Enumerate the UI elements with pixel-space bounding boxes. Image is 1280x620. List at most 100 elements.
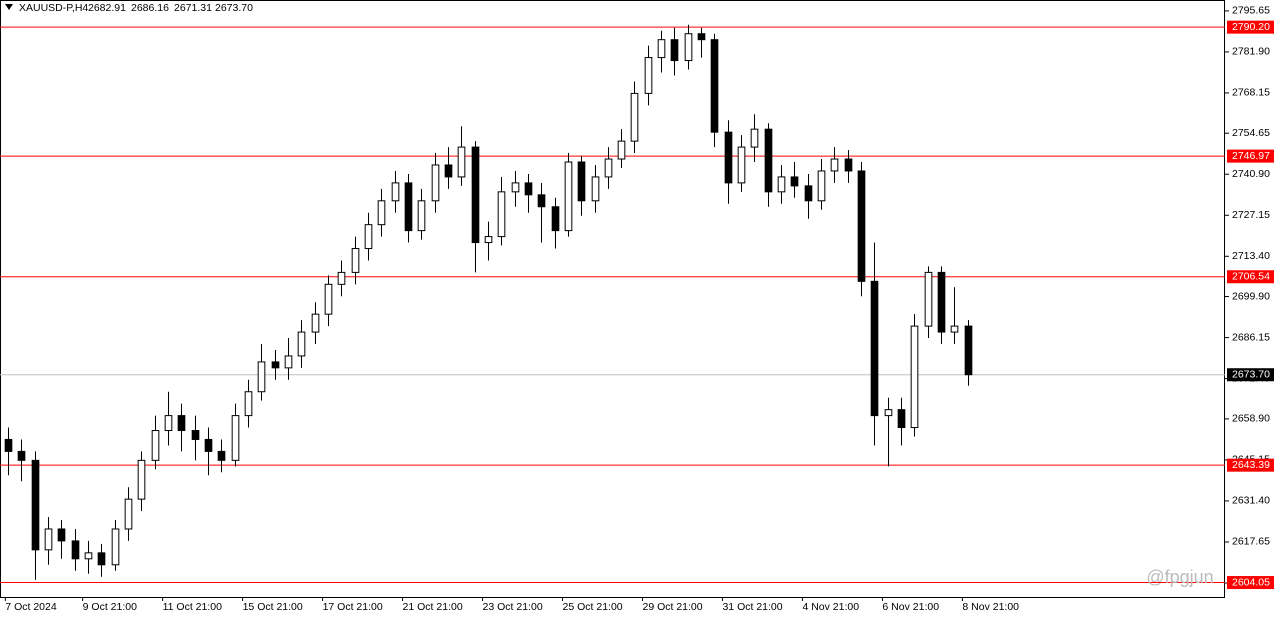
candle-body <box>44 528 53 551</box>
x-tick-label: 29 Oct 21:00 <box>642 601 702 613</box>
candle-body <box>137 459 146 500</box>
quote-open: 2682.91 <box>88 2 126 14</box>
candle-body <box>964 325 973 376</box>
current-price-label: 2673.70 <box>1232 369 1270 381</box>
candle-body <box>217 450 226 461</box>
candle-body <box>670 39 679 62</box>
candle-body <box>870 280 879 417</box>
candle-body <box>271 361 280 369</box>
level-label: 2643.39 <box>1232 459 1270 471</box>
candle-body <box>164 415 173 432</box>
quote-close: 2673.70 <box>215 2 253 14</box>
candle-body <box>630 92 639 142</box>
candle-body <box>97 552 106 566</box>
current-price-box <box>1227 368 1274 382</box>
symbol: XAUUSD-P,H4 <box>19 2 88 14</box>
candle-body <box>17 450 26 461</box>
candle-body <box>111 528 120 566</box>
level-label-box <box>1227 149 1274 163</box>
candle-body <box>324 283 333 315</box>
candle-body <box>830 158 839 172</box>
x-tick-label: 4 Nov 21:00 <box>802 601 859 613</box>
candle-body <box>337 271 346 285</box>
candle-body <box>950 325 959 333</box>
candle-body <box>404 182 413 232</box>
x-tick-label: 7 Oct 2024 <box>5 601 57 613</box>
candle-body <box>657 39 666 59</box>
candle-body <box>710 39 719 133</box>
candle-body <box>684 33 693 62</box>
candle-body <box>924 271 933 327</box>
candle-body <box>351 248 360 273</box>
level-label: 2706.54 <box>1232 271 1270 283</box>
y-tick-label: 2754.65 <box>1232 127 1270 139</box>
candle-body <box>4 438 13 452</box>
candle-body <box>497 191 506 238</box>
x-tick-label: 11 Oct 21:00 <box>163 601 223 613</box>
level-label-box <box>1227 270 1274 284</box>
x-tick-label: 15 Oct 21:00 <box>243 601 303 613</box>
x-tick-label: 17 Oct 21:00 <box>323 601 383 613</box>
y-tick-label: 2740.90 <box>1232 168 1270 180</box>
x-tick-label: 9 Oct 21:00 <box>83 601 137 613</box>
candle-body <box>817 170 826 202</box>
candle-body <box>697 33 706 41</box>
y-tick-label: 2768.15 <box>1232 87 1270 99</box>
candle-body <box>311 313 320 333</box>
candle-body <box>551 206 560 232</box>
candle-body <box>431 164 440 202</box>
candle-body <box>457 146 466 178</box>
candle-body <box>444 164 453 178</box>
candle-body <box>537 194 546 208</box>
candle-body <box>391 182 400 202</box>
menu-arrow[interactable] <box>5 4 13 10</box>
candle-body <box>764 128 773 193</box>
candle-body <box>284 355 293 369</box>
candle-body <box>604 158 613 178</box>
x-tick-label: 6 Nov 21:00 <box>882 601 939 613</box>
y-tick-label: 2631.40 <box>1232 495 1270 507</box>
candle-body <box>84 552 93 560</box>
candle-body <box>524 182 533 196</box>
candle-body <box>151 430 160 461</box>
candle-body <box>231 415 240 461</box>
watermark: @fpgjun <box>1146 567 1213 587</box>
candle-body <box>511 182 520 193</box>
y-tick-label: 2795.65 <box>1232 5 1270 17</box>
candle-body <box>857 170 866 282</box>
candle-body <box>790 176 799 187</box>
y-tick-label: 2699.90 <box>1232 290 1270 302</box>
candle-body <box>417 200 426 232</box>
candle-body <box>124 498 133 530</box>
y-tick-label: 2781.90 <box>1232 46 1270 58</box>
candle-body <box>484 236 493 244</box>
candle-body <box>297 331 306 357</box>
candle-body <box>910 325 919 429</box>
candle-body <box>244 391 253 417</box>
x-tick-label: 25 Oct 21:00 <box>563 601 623 613</box>
y-tick-label: 2658.90 <box>1232 413 1270 425</box>
candle-body <box>191 430 200 440</box>
candle-body <box>937 271 946 333</box>
candle-body <box>377 200 386 226</box>
x-tick-label: 8 Nov 21:00 <box>962 601 1019 613</box>
candle-body <box>71 540 80 560</box>
candle-body <box>777 176 786 193</box>
level-label-box <box>1227 458 1274 472</box>
candle-body <box>471 146 480 244</box>
candle-body <box>591 176 600 202</box>
candle-body <box>204 438 213 452</box>
y-tick-label: 2617.65 <box>1232 536 1270 548</box>
candle-body <box>884 409 893 417</box>
candle-body <box>364 224 373 250</box>
candle-body <box>257 361 266 393</box>
y-tick-label: 2727.15 <box>1232 209 1270 221</box>
y-tick-label: 2713.40 <box>1232 250 1270 262</box>
x-tick-label: 23 Oct 21:00 <box>483 601 543 613</box>
x-tick-label: 31 Oct 21:00 <box>722 601 782 613</box>
candle-body <box>844 158 853 172</box>
candle-body <box>177 415 186 432</box>
candle-body <box>737 146 746 184</box>
candle-body <box>31 459 40 551</box>
